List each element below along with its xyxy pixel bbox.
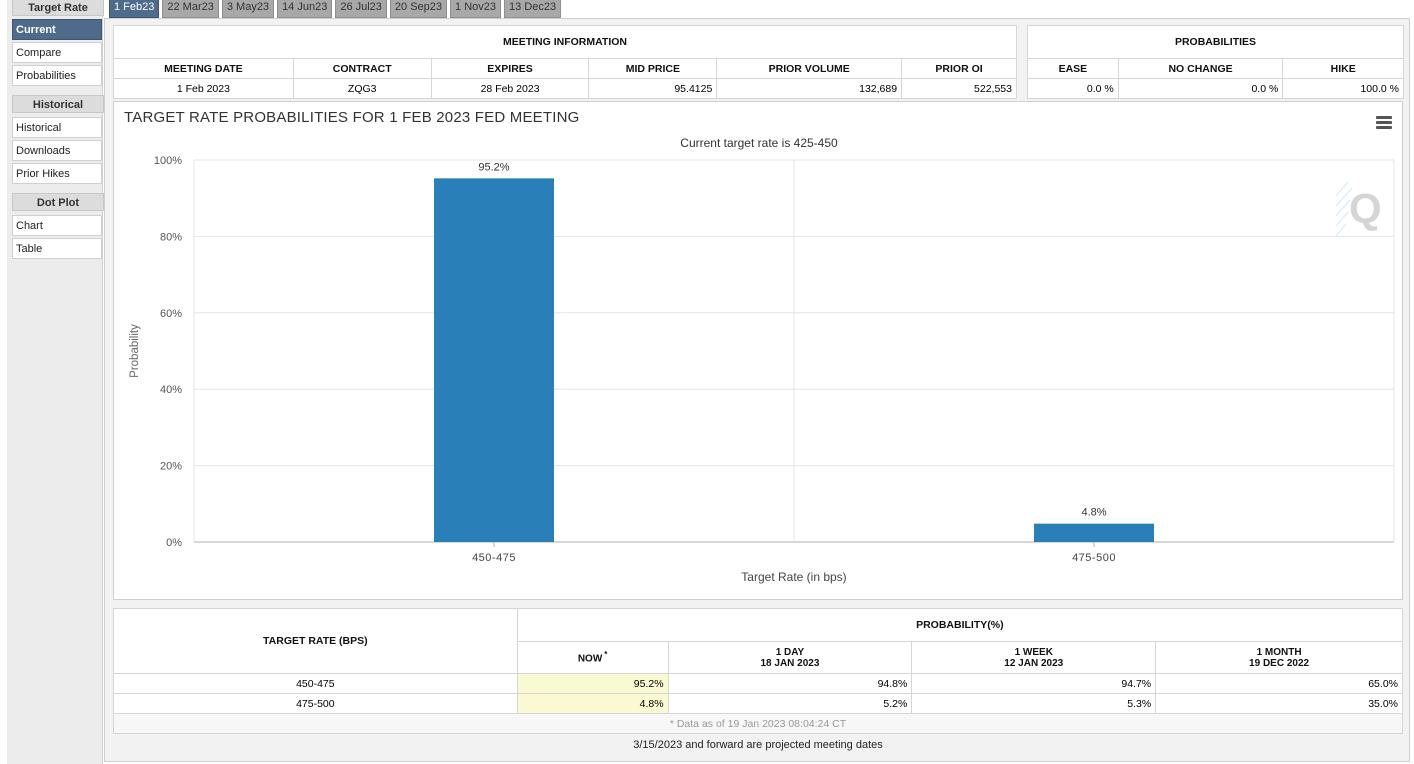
sidebar-item-prior-hikes[interactable]: Prior Hikes [12,163,102,184]
tab-1-nov23[interactable]: 1 Nov23 [450,0,502,18]
data-label: 95.2% [478,161,509,173]
y-tick-label: 20% [160,461,182,473]
row-rate: 450-475 [113,673,518,694]
header-prior-volume: PRIOR VOLUME [716,58,903,79]
bar-450-475 [434,178,554,542]
chart-container: TARGET RATE PROBABILITIES FOR 1 FEB 2023… [113,101,1403,600]
row-1-week: 5.3% [911,693,1157,714]
probabilities-title: PROBABILITIES [1027,25,1404,59]
value-hike: 100.0 % [1282,78,1404,99]
x-tick-label: 450-475 [472,552,516,564]
row-1-week: 94.7% [911,673,1157,694]
meeting-info-title: MEETING INFORMATION [113,25,1017,59]
meeting-info-table: MEETING INFORMATION MEETING DATE CONTRAC… [113,25,1017,99]
value-ease: 0.0 % [1027,78,1119,99]
header-contract: CONTRACT [292,58,432,79]
x-tick-label: 475-500 [1072,552,1116,564]
value-expires: 28 Feb 2023 [430,78,590,99]
chart-subtitle: Current target rate is 425-450 [680,136,838,150]
row-1-month: 35.0% [1155,693,1403,714]
data-label: 4.8% [1081,507,1106,519]
header-mid-price: MID PRICE [588,58,718,79]
tab-22-mar23[interactable]: 22 Mar23 [162,0,219,18]
sidebar-item-chart[interactable]: Chart [12,215,102,236]
tab-26-jul23[interactable]: 26 Jul23 [335,0,387,18]
sidebar-section-historical[interactable]: Historical [12,95,104,113]
tab-20-sep23[interactable]: 20 Sep23 [389,0,448,18]
y-tick-label: 100% [154,155,182,167]
y-tick-label: 40% [160,384,182,396]
projected-dates-note: 3/15/2023 and forward are projected meet… [633,739,883,751]
row-1-day: 5.2% [667,693,913,714]
y-tick-label: 60% [160,308,182,320]
header-prior-oi: PRIOR OI [901,58,1017,79]
value-no-change: 0.0 % [1117,78,1284,99]
header-1-day: 1 DAY 18 JAN 2023 [667,641,913,674]
sidebar-section-target-rate[interactable]: Target Rate [12,0,104,16]
svg-text:Q: Q [1349,185,1382,232]
header-meeting-date: MEETING DATE [113,58,294,79]
header-probability: PROBABILITY(%) [516,608,1404,642]
meeting-tabs: 1 Feb23 22 Mar23 3 May23 14 Jun23 26 Jul… [109,0,562,18]
sidebar-section-dot-plot[interactable]: Dot Plot [12,193,104,211]
chart-title: TARGET RATE PROBABILITIES FOR 1 FEB 2023… [124,109,580,126]
value-contract: ZQG3 [292,78,432,99]
sidebar-item-historical[interactable]: Historical [12,117,102,138]
header-target-rate-bps: TARGET RATE (BPS) [113,608,518,674]
x-axis-title: Target Rate (in bps) [741,570,846,584]
row-1-day: 94.8% [667,673,913,694]
value-prior-volume: 132,689 [716,78,903,99]
bar-475-500 [1034,523,1154,542]
sidebar-item-probabilities[interactable]: Probabilities [12,65,102,86]
header-ease: EASE [1027,58,1119,79]
bar-chart: Q 0% 20% 40% 60% 80% 100% 95.2% 450-475 4.8% 475-… [129,155,1395,584]
table-row: 475-500 4.8% 5.2% 5.3% 35.0% [113,693,1403,714]
sidebar: Target Rate Current Compare Probabilitie… [7,0,104,764]
tab-14-jun23[interactable]: 14 Jun23 [277,0,333,18]
header-no-change: NO CHANGE [1117,58,1284,79]
row-now: 95.2% [516,673,669,694]
header-now: NOW * [516,641,669,674]
sidebar-item-current[interactable]: Current [12,19,102,40]
table-row: 450-475 95.2% 94.8% 94.7% 65.0% [113,673,1403,694]
y-axis-title: Probability [129,324,141,378]
data-as-of-note: * Data as of 19 Jan 2023 08:04:24 CT [113,713,1403,734]
sidebar-item-compare[interactable]: Compare [12,42,102,63]
value-mid-price: 95.4125 [588,78,718,99]
row-1-month: 65.0% [1155,673,1403,694]
value-prior-oi: 522,553 [901,78,1017,99]
row-rate: 475-500 [113,693,518,714]
tab-13-dec23[interactable]: 13 Dec23 [504,0,562,18]
header-expires: EXPIRES [430,58,590,79]
row-now: 4.8% [516,693,669,714]
sidebar-item-downloads[interactable]: Downloads [12,140,102,161]
sidebar-item-table[interactable]: Table [12,238,102,259]
probability-history-table: TARGET RATE (BPS) PROBABILITY(%) NOW * 1 … [113,608,1404,734]
probabilities-summary-table: PROBABILITIES EASE NO CHANGE HIKE 0.0 % … [1027,25,1404,99]
y-tick-label: 0% [166,537,182,549]
header-hike: HIKE [1282,58,1404,79]
header-1-week: 1 WEEK 12 JAN 2023 [911,641,1157,674]
y-tick-label: 80% [160,231,182,243]
header-1-month: 1 MONTH 19 DEC 2022 [1155,641,1403,674]
hamburger-menu-icon[interactable] [1376,116,1392,130]
main-panel: MEETING INFORMATION MEETING DATE CONTRAC… [104,18,1410,762]
tab-3-may23[interactable]: 3 May23 [221,0,275,18]
quikstrike-logo-icon: Q [1335,181,1382,237]
tab-1-feb23[interactable]: 1 Feb23 [109,0,160,18]
value-meeting-date: 1 Feb 2023 [113,78,294,99]
